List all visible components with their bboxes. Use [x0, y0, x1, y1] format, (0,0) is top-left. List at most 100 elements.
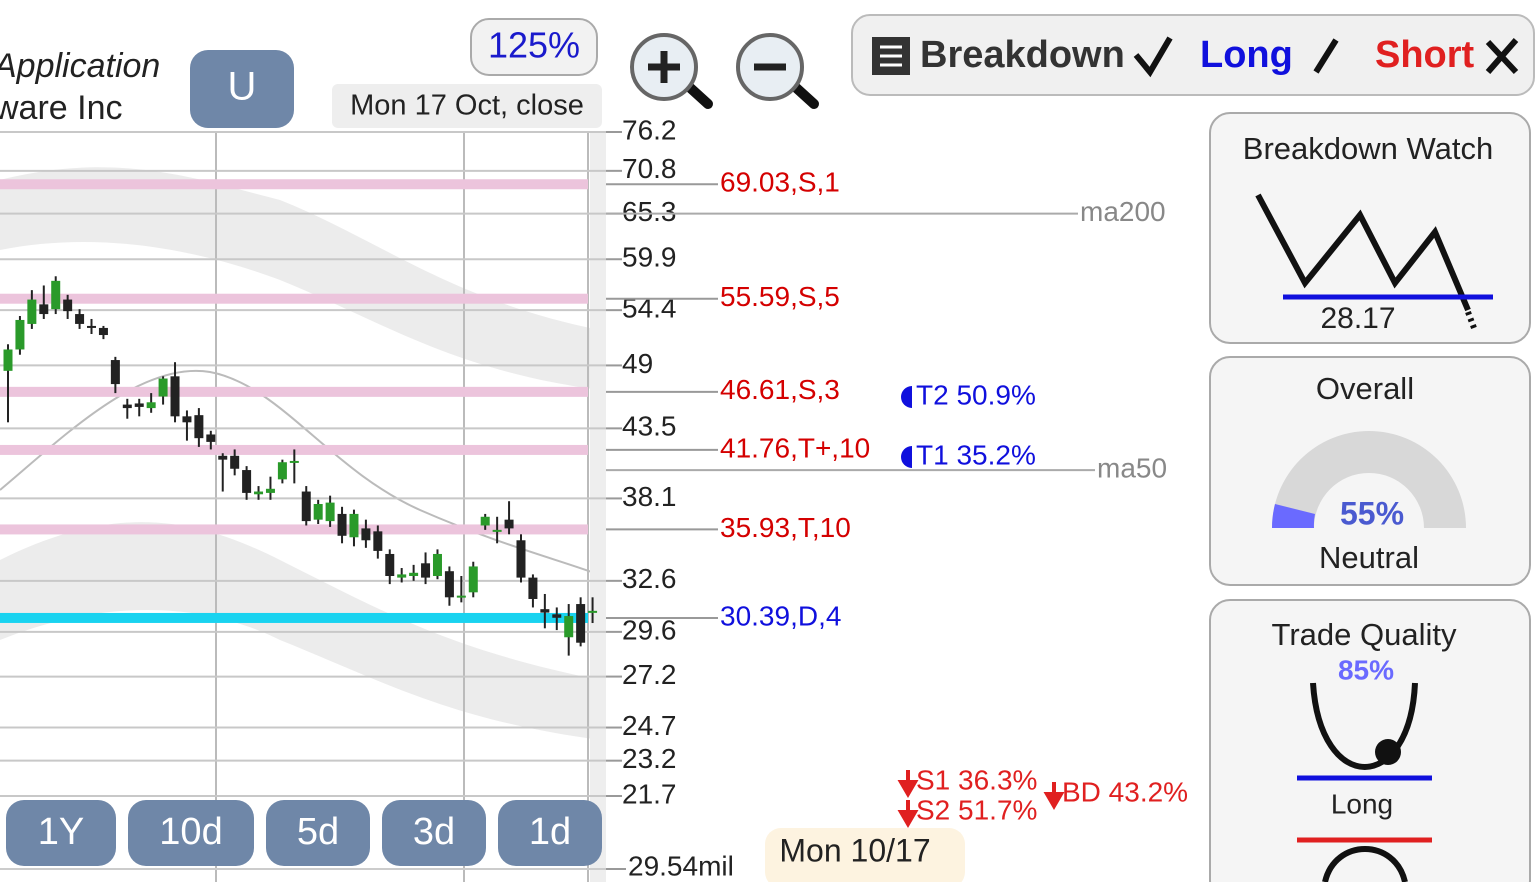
range-button-label: 1Y — [38, 811, 84, 853]
candle-body — [421, 563, 431, 578]
panel-title: Breakdown Watch — [1243, 131, 1493, 166]
y-tick-label: 32.6 — [622, 563, 677, 594]
candle-body — [218, 455, 228, 460]
panel[interactable] — [1209, 599, 1531, 882]
bg-shape — [0, 167, 600, 390]
zoom-out[interactable] — [736, 33, 819, 109]
range-button[interactable] — [6, 800, 116, 866]
candle-body — [480, 516, 490, 526]
y-tick-label: 21.7 — [622, 778, 677, 809]
candle-body — [540, 609, 550, 613]
candle-body — [444, 571, 454, 598]
range-button[interactable] — [128, 800, 254, 866]
level-band — [0, 293, 588, 304]
range-button-label: 5d — [297, 811, 339, 853]
level-label: 35.93,T,10 — [720, 512, 851, 543]
footer-date-box — [765, 828, 965, 882]
candle-body — [122, 404, 132, 409]
candle-body — [373, 531, 383, 551]
candle-body — [134, 403, 144, 407]
target-marker — [901, 446, 912, 468]
target-marker — [901, 386, 912, 408]
slash-icon — [1313, 38, 1339, 74]
y-tick-label: 70.8 — [622, 153, 677, 184]
candle-body — [492, 529, 502, 532]
level-label: 55.59,S,5 — [720, 281, 840, 312]
candle-body — [170, 376, 180, 417]
candle-body — [409, 572, 419, 577]
candle-body — [337, 513, 347, 536]
y-tick-label: 24.7 — [622, 710, 677, 741]
candle-body — [158, 378, 168, 397]
scroll-track — [590, 132, 606, 882]
quality-rating: Long — [1331, 788, 1393, 819]
level-band — [0, 179, 588, 190]
candle-body — [27, 299, 37, 324]
symbol: U — [228, 65, 257, 109]
toolbar-long[interactable]: Long — [1200, 34, 1293, 76]
range-buttons: 1Y 10d 5d 3d 1d — [6, 800, 602, 866]
risk-label: S2 51.7% — [916, 794, 1037, 825]
y-tick-label: 65.3 — [622, 196, 677, 227]
toolbar — [851, 14, 1535, 96]
check-icon — [1133, 36, 1173, 78]
candle-body — [110, 360, 120, 385]
candle-body — [265, 488, 275, 493]
candle-body — [51, 280, 61, 310]
breakdown-value: 28.17 — [1320, 302, 1395, 335]
level-label: 41.76,T+,10 — [720, 432, 870, 463]
y-tick-label: 27.2 — [622, 659, 677, 690]
menu-icon[interactable] — [872, 37, 910, 75]
ma-label: ma50 — [1097, 452, 1167, 483]
candle-body — [456, 595, 466, 598]
toolbar-short[interactable]: Short — [1375, 34, 1475, 76]
cross-icon — [1485, 38, 1519, 75]
candle-body — [146, 402, 156, 409]
candle-body — [301, 491, 311, 522]
company-name: ware Inc — [0, 89, 123, 127]
arch-icon — [1322, 846, 1408, 882]
candle-body — [194, 415, 204, 439]
level-band — [0, 524, 588, 535]
candle-body — [397, 574, 407, 578]
range-button[interactable] — [498, 800, 602, 866]
candle-body — [87, 325, 97, 328]
symbol-button[interactable] — [190, 50, 294, 128]
target-label: T2 50.9% — [916, 379, 1036, 410]
panel-title: Trade Quality — [1272, 617, 1457, 652]
candle-body — [182, 416, 192, 423]
y-tick-label: 29.6 — [622, 614, 677, 645]
target-label: T1 35.2% — [916, 439, 1036, 470]
candle-body — [277, 462, 287, 480]
zoom-level[interactable] — [470, 18, 598, 76]
range-button[interactable] — [382, 800, 486, 866]
level-band — [0, 386, 588, 397]
risk-label: BD 43.2% — [1062, 776, 1188, 807]
y-tick-label: 23.2 — [622, 743, 677, 774]
overall-rating: Neutral — [1319, 540, 1419, 575]
candle-body — [63, 299, 73, 312]
level-band — [0, 612, 588, 623]
grid: 76.2 70.8 65.3 59.9 54.4 49 43.5 38.1 32.6 29.6 27… — [0, 114, 677, 809]
candle-body — [325, 502, 335, 522]
candle-body — [75, 314, 85, 324]
candle-body — [564, 616, 574, 638]
zigzag-tail — [1465, 310, 1477, 330]
candle-body — [432, 553, 442, 577]
range-button-label: 10d — [159, 811, 222, 853]
candle-body — [254, 491, 264, 495]
y-tick-label: 76.2 — [622, 114, 677, 145]
candle-body — [504, 519, 514, 529]
panel-title: Overall — [1316, 371, 1414, 406]
footer-date: Mon 10/17 — [779, 832, 930, 868]
ma-label: ma200 — [1080, 196, 1166, 227]
overall-score: 55% — [1340, 495, 1404, 531]
range-button[interactable] — [266, 800, 370, 866]
zoom-in[interactable] — [630, 33, 713, 109]
down-arrow — [897, 800, 919, 828]
toolbar-breakdown[interactable]: Breakdown — [920, 34, 1125, 76]
candle-body — [552, 614, 562, 618]
date: Mon 17 Oct, close — [350, 90, 584, 122]
